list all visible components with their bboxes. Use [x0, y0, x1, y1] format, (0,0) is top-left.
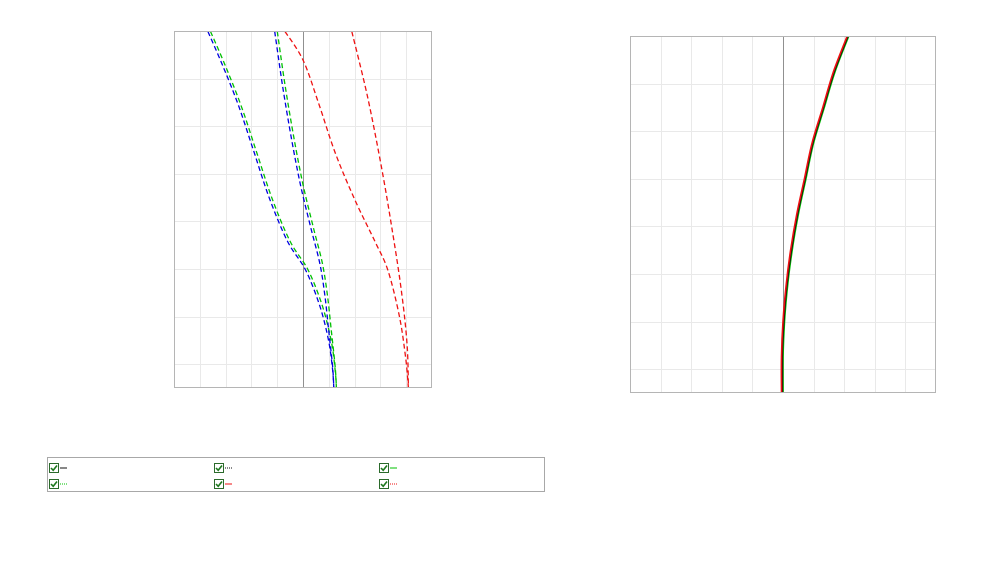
- legend-checkbox[interactable]: [49, 479, 59, 489]
- plot-frame: [174, 31, 432, 388]
- legend-line-swatch: [225, 483, 232, 485]
- right-line-chart: [630, 36, 936, 393]
- legend-line-swatch: [390, 467, 397, 469]
- legend-checkbox[interactable]: [49, 463, 59, 473]
- legend-line-swatch: [60, 467, 67, 469]
- checkmark-icon: [380, 465, 388, 472]
- checkmark-icon: [215, 465, 223, 472]
- legend-item[interactable]: [49, 478, 67, 490]
- legend-line-swatch: [390, 483, 397, 485]
- left-line-chart: [174, 31, 432, 388]
- legend-line-swatch: [225, 467, 232, 469]
- legend-checkbox[interactable]: [214, 479, 224, 489]
- checkmark-icon: [380, 481, 388, 488]
- legend-item[interactable]: [49, 462, 67, 474]
- legend-checkbox[interactable]: [379, 463, 389, 473]
- legend-item[interactable]: [379, 462, 397, 474]
- series-line-1: [207, 31, 335, 388]
- series-line-3: [274, 31, 335, 388]
- legend-checkbox[interactable]: [379, 479, 389, 489]
- series-line-4: [276, 31, 338, 388]
- legend-item[interactable]: [214, 462, 232, 474]
- checkmark-icon: [50, 465, 58, 472]
- series-line-3: [780, 36, 848, 393]
- series-line-6: [351, 31, 410, 388]
- checkmark-icon: [50, 481, 58, 488]
- legend-item[interactable]: [379, 478, 397, 490]
- series-line-2: [209, 31, 338, 388]
- legend: [47, 457, 545, 492]
- series-line-5: [284, 31, 410, 388]
- legend-checkbox[interactable]: [214, 463, 224, 473]
- legend-line-swatch: [60, 483, 67, 485]
- legend-item[interactable]: [214, 478, 232, 490]
- plot-frame: [630, 36, 936, 393]
- checkmark-icon: [215, 481, 223, 488]
